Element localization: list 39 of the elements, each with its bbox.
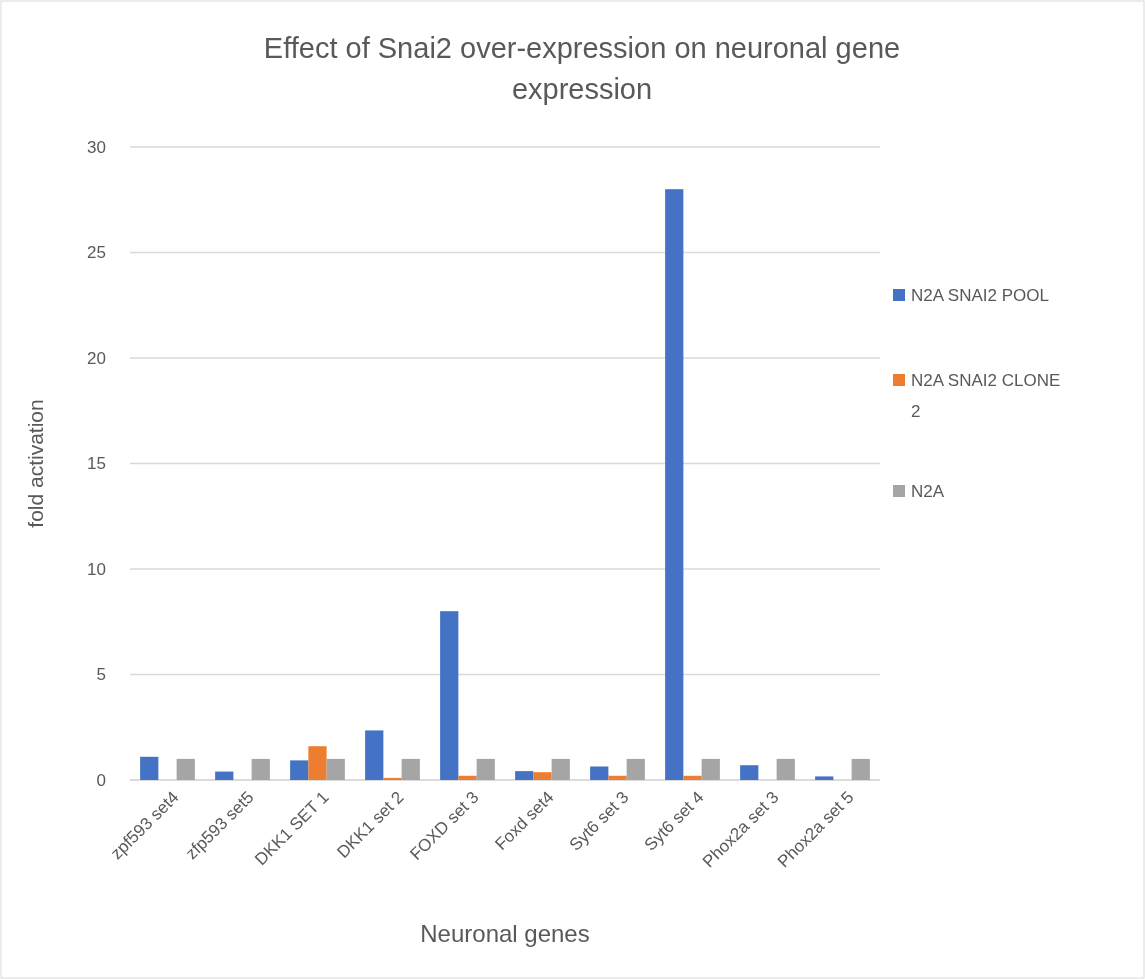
bar: [590, 766, 609, 780]
y-tick-label: 5: [96, 665, 106, 685]
y-tick-label: 30: [87, 137, 106, 157]
legend-label: N2A SNAI2 POOL: [911, 285, 1049, 305]
bar: [365, 730, 384, 780]
bar: [683, 775, 702, 780]
bar: [308, 746, 327, 780]
bar: [476, 758, 495, 780]
y-tick-label: 10: [87, 559, 106, 579]
bar: [440, 611, 459, 780]
y-tick-label: 20: [87, 348, 106, 368]
bar: [290, 760, 309, 780]
bar: [551, 758, 570, 780]
bar: [140, 756, 159, 780]
bar: [515, 771, 534, 780]
bar: [740, 765, 759, 780]
bar: [608, 775, 627, 780]
bar: [383, 777, 402, 780]
legend-label: N2A SNAI2 CLONE 2: [911, 370, 1061, 421]
bar: [815, 776, 834, 780]
bar: [251, 758, 270, 780]
bar: [533, 772, 552, 780]
bar: [215, 771, 234, 780]
bar: [701, 758, 720, 780]
y-tick-label: 0: [96, 770, 106, 790]
bar: [326, 758, 345, 780]
legend-label: N2A: [911, 481, 945, 501]
y-tick-label: 25: [87, 243, 106, 263]
bar: [851, 758, 870, 780]
bar: [458, 775, 477, 780]
bar: [776, 758, 795, 780]
chart-title: Effect of Snai2 over-expression on neuronal gene expression: [263, 32, 901, 105]
bar: [626, 758, 645, 780]
x-axis-title: Neuronal genes: [420, 920, 590, 947]
bar: [665, 189, 684, 780]
y-tick-label: 15: [87, 454, 106, 474]
y-axis-title: fold activation: [24, 399, 47, 528]
bar: [401, 758, 420, 780]
bar: [176, 758, 195, 780]
